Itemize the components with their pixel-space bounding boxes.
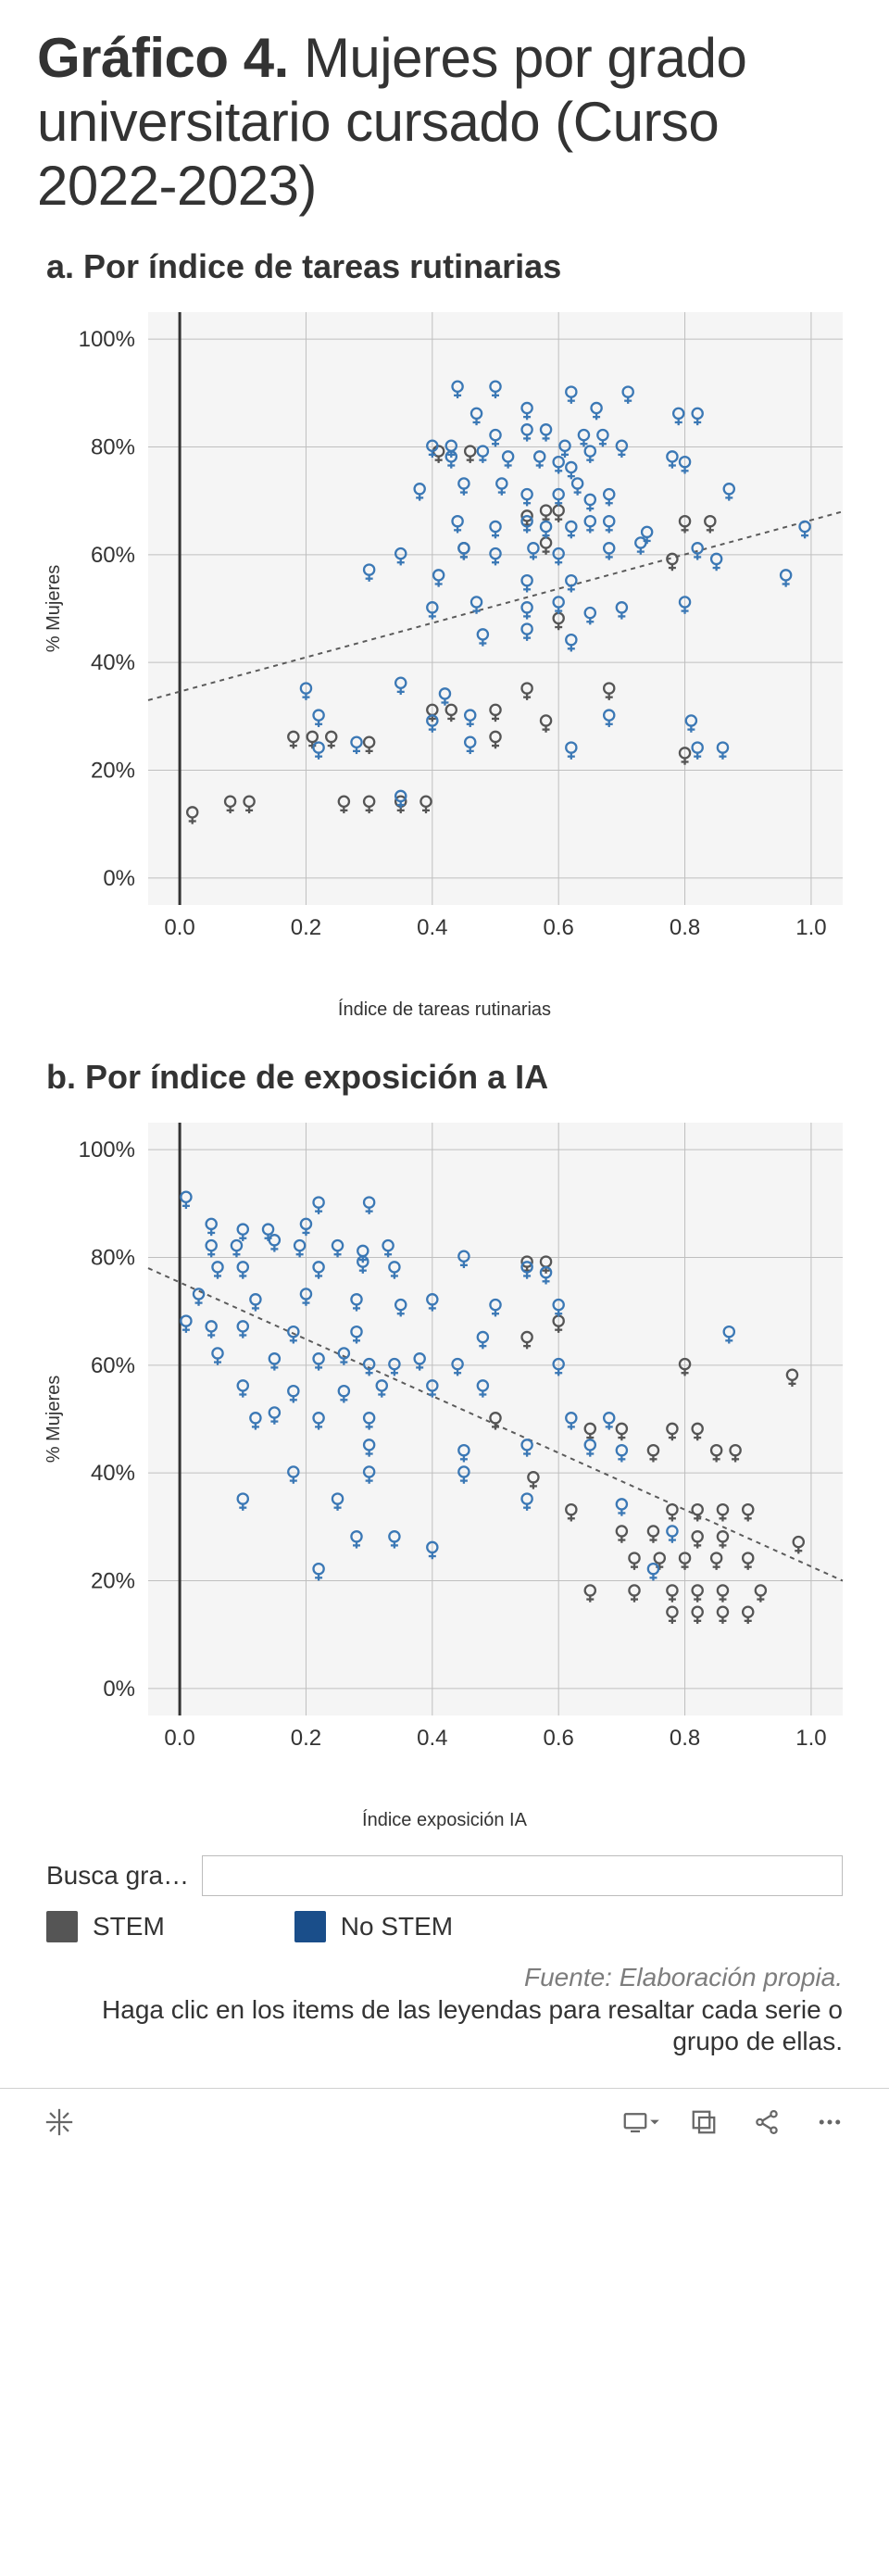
subtitle-a: a. Por índice de tareas rutinarias [46,247,852,286]
svg-text:20%: 20% [91,759,135,784]
source-text: Fuente: Elaboración propia. [46,1963,843,1992]
download-icon[interactable] [615,2096,667,2148]
svg-text:100%: 100% [79,327,135,352]
hint-text: Haga clic en los items de las leyendas p… [46,1994,843,2056]
tableau-toolbar [0,2088,889,2155]
svg-text:0%: 0% [103,1677,135,1702]
subtitle-b: b. Por índice de exposición a IA [46,1058,852,1097]
search-row: Busca gra… [46,1855,843,1896]
legend-label-nostem: No STEM [341,1912,453,1941]
title-bold: Gráfico 4. [37,27,289,89]
fullscreen-icon[interactable] [678,2096,730,2148]
svg-text:0.6: 0.6 [543,915,573,940]
svg-text:0.8: 0.8 [670,1726,700,1751]
legend-item-nostem[interactable]: No STEM [294,1911,453,1942]
svg-text:0.2: 0.2 [291,915,321,940]
svg-text:1.0: 1.0 [795,915,826,940]
xlabel-a: Índice de tareas rutinarias [37,999,852,1021]
svg-text:100%: 100% [79,1137,135,1162]
svg-text:0.0: 0.0 [164,1726,194,1751]
svg-text:20%: 20% [91,1569,135,1594]
svg-text:% Mujeres: % Mujeres [44,1376,64,1463]
page-title: Gráfico 4. Mujeres por grado universitar… [37,26,852,218]
chart-a[interactable]: 0.0 0.2 0.4 0.6 0.8 1.0 0% 20% 40% 60% 80% 100% % Mu… [37,303,852,970]
swatch-stem [46,1911,78,1942]
svg-text:0.4: 0.4 [417,1726,447,1751]
search-label: Busca gra… [46,1861,189,1891]
legend-item-stem[interactable]: STEM [46,1911,165,1942]
chart-b[interactable]: 0.0 0.2 0.4 0.6 0.8 1.0 0% 20% 40% 60% 80% 100% % Mu… [37,1113,852,1780]
search-input[interactable] [202,1855,843,1896]
more-icon[interactable] [804,2096,856,2148]
svg-text:0.0: 0.0 [164,915,194,940]
legend-label-stem: STEM [93,1912,165,1941]
svg-text:% Mujeres: % Mujeres [44,565,64,652]
svg-text:40%: 40% [91,650,135,675]
svg-text:40%: 40% [91,1461,135,1486]
svg-text:60%: 60% [91,543,135,568]
svg-text:0.2: 0.2 [291,1726,321,1751]
svg-text:60%: 60% [91,1353,135,1378]
svg-text:1.0: 1.0 [795,1726,826,1751]
svg-text:80%: 80% [91,434,135,459]
svg-text:0.4: 0.4 [417,915,447,940]
xlabel-b: Índice exposición IA [37,1810,852,1831]
share-icon[interactable] [741,2096,793,2148]
swatch-nostem [294,1911,326,1942]
tableau-logo-icon[interactable] [33,2096,85,2148]
svg-text:0%: 0% [103,866,135,891]
svg-text:0.8: 0.8 [670,915,700,940]
svg-text:80%: 80% [91,1245,135,1270]
svg-text:0.6: 0.6 [543,1726,573,1751]
legend: STEM No STEM [46,1911,843,1942]
